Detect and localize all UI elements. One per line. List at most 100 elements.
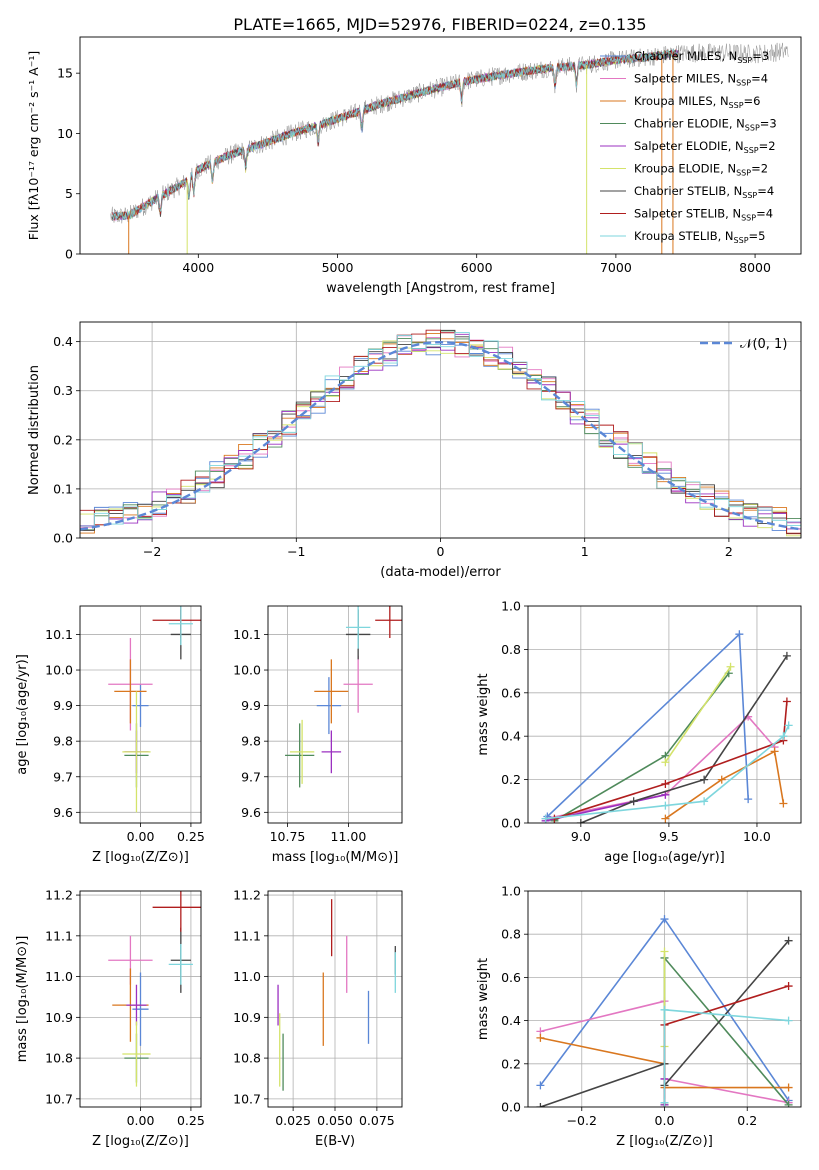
plot-area: [268, 606, 402, 823]
y-tick-label: 11.2: [233, 888, 261, 903]
y-tick-label: 0.0: [501, 816, 521, 831]
axes-frame: [267, 605, 403, 824]
weight-marker: [782, 651, 791, 660]
weight-marker: [629, 797, 638, 806]
y-tick-label: 9.6: [53, 805, 73, 820]
y-tick-label: 10.8: [45, 1051, 73, 1066]
weight-marker: [784, 982, 793, 991]
legend-tail: =2: [751, 162, 768, 176]
x-axis-label: mass [log₁₀(M/M⊙)]: [272, 850, 399, 865]
weight-marker: [782, 697, 791, 706]
legend-label: Salpeter ELODIE, NSSP=2: [634, 139, 776, 155]
y-tick-label: 11.0: [45, 969, 73, 984]
x-tick-label: 0.2: [737, 1113, 757, 1128]
weight-marker: [660, 1005, 669, 1014]
legend-subscript: SSP: [736, 169, 751, 178]
panel-weight-vs-age: 9.0 9.5 10.0 0.0 0.2 0.4 0.6 0.8 1.0 age [log₁₀(a…: [476, 599, 802, 865]
legend-subscript: SSP: [741, 214, 756, 223]
figure-title: PLATE=1665, MJD=52976, FIBERID=0224, z=0…: [233, 15, 646, 34]
y-tick-label: 10: [57, 126, 73, 141]
y-tick-label: 0: [65, 247, 73, 262]
x-axis-label: Z [log₁₀(Z/Z⊙)]: [92, 1134, 189, 1149]
x-tick-label: 8000: [739, 260, 771, 275]
legend-tail: =2: [759, 139, 776, 153]
weight-marker: [784, 721, 793, 730]
legend-tail: =4: [757, 184, 774, 198]
legend-tail: =3: [760, 117, 777, 131]
weight-marker: [784, 1083, 793, 1092]
weight-marker: [536, 1103, 545, 1107]
x-tick-label: 0: [437, 544, 445, 559]
y-tick-label: 10.7: [233, 1091, 261, 1106]
y-tick-label: 9.9: [241, 698, 261, 713]
panel-mass-vs-Z: 0.00 0.25 10.7 10.8 10.9 11.0 11.1 11.2 Z [log₁₀…: [15, 888, 205, 1149]
x-tick-label: 1: [581, 544, 589, 559]
data-point: [321, 730, 342, 774]
legend-label: Salpeter MILES, NSSP=4: [634, 72, 768, 88]
axes-frame: [79, 321, 802, 539]
y-tick-label: 10.7: [45, 1091, 73, 1106]
axes-frame: [527, 890, 802, 1108]
data-point: [289, 719, 315, 784]
legend-subscript: SSP: [734, 236, 749, 245]
y-tick-label: 0.2: [53, 432, 73, 447]
y-tick-label: 0.2: [501, 1056, 521, 1071]
y-axis-label: age [log₁₀(age/yr)]: [15, 654, 30, 775]
y-tick-label: 0.0: [53, 531, 73, 546]
x-tick-label: 0.00: [127, 1113, 155, 1128]
y-tick-label: 11.1: [45, 928, 73, 943]
spectrum-trace: [111, 49, 679, 222]
y-tick-label: 0.8: [501, 642, 521, 657]
y-tick-label: 10.9: [45, 1010, 73, 1025]
weight-marker: [661, 758, 670, 767]
y-tick-label: 15: [57, 66, 73, 81]
weight-marker: [770, 747, 779, 756]
data-point: [168, 943, 193, 985]
weight-marker: [784, 1016, 793, 1025]
spectrum-trace: [111, 50, 679, 222]
x-axis-label: E(B-V): [315, 1134, 355, 1149]
weight-marker: [661, 779, 670, 788]
y-axis-label: mass weight: [476, 958, 491, 1040]
y-tick-label: 9.9: [53, 698, 73, 713]
weight-line: [663, 1008, 789, 1103]
legend-tail: =3: [752, 49, 769, 63]
x-tick-label: 9.5: [659, 829, 679, 844]
plot-area: [268, 891, 402, 1107]
spectrum-trace: [111, 48, 679, 220]
panel-weight-vs-Z: −0.2 0.0 0.2 0.0 0.2 0.4 0.6 0.8 1.0 Z [log₁₀(Z/Z…: [476, 884, 802, 1149]
legend-label: Kroupa STELIB, NSSP=5: [634, 229, 765, 245]
y-tick-label: 0.0: [501, 1100, 521, 1115]
panel-mass-vs-ebv: 0.025 0.050 0.075 10.7 10.8 10.9 11.0 11.1 11.2 E…: [233, 888, 403, 1149]
y-tick-label: 11.0: [233, 969, 261, 984]
y-tick-label: 9.7: [53, 769, 73, 784]
x-axis-label: wavelength [Angstrom, rest frame]: [326, 281, 555, 296]
weight-marker: [726, 662, 735, 671]
legend-tail: =4: [751, 72, 768, 86]
legend-label: Chabrier ELODIE, NSSP=3: [634, 117, 777, 133]
x-tick-label: 10.0: [743, 829, 771, 844]
x-tick-label: 0.25: [177, 829, 205, 844]
weight-line: [545, 715, 776, 820]
weight-line: [580, 655, 788, 823]
plot-area: [80, 891, 201, 1107]
plot-area: [528, 891, 801, 1107]
legend-label: Kroupa MILES, NSSP=6: [634, 94, 760, 110]
data-point: [132, 972, 149, 1046]
spectrum-trace: [111, 49, 679, 221]
weight-marker: [744, 795, 753, 804]
x-tick-label: 0.075: [359, 1113, 395, 1128]
residual-histogram: [80, 329, 801, 538]
y-tick-label: 10.8: [233, 1051, 261, 1066]
legend-subscript: SSP: [742, 191, 757, 200]
data-point: [152, 891, 201, 932]
legend-label: Chabrier MILES, NSSP=3: [634, 49, 769, 65]
y-tick-label: 0.6: [501, 685, 521, 700]
x-tick-label: 0.025: [275, 1113, 311, 1128]
panel-spectrum: 4000 5000 6000 7000 8000 0 5 10 15 wavelength [An…: [26, 36, 802, 296]
x-tick-label: 6000: [461, 260, 493, 275]
y-tick-label: 9.8: [241, 734, 261, 749]
data-point: [375, 606, 402, 639]
y-tick-label: 11.1: [233, 928, 261, 943]
